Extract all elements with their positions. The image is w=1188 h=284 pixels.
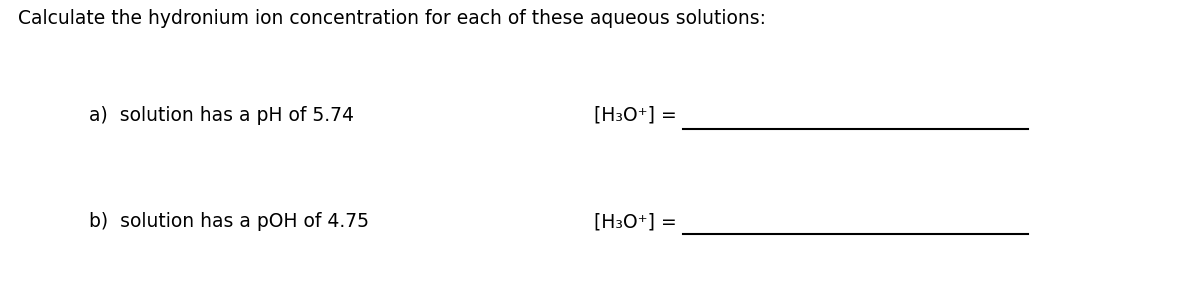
Text: [H₃O⁺] =: [H₃O⁺] = [594, 106, 683, 124]
Text: b)  solution has a pOH of 4.75: b) solution has a pOH of 4.75 [89, 212, 369, 231]
Text: a)  solution has a pH of 5.74: a) solution has a pH of 5.74 [89, 106, 354, 124]
Text: Calculate the hydronium ion concentration for each of these aqueous solutions:: Calculate the hydronium ion concentratio… [18, 9, 766, 28]
Text: [H₃O⁺] =: [H₃O⁺] = [594, 212, 683, 231]
